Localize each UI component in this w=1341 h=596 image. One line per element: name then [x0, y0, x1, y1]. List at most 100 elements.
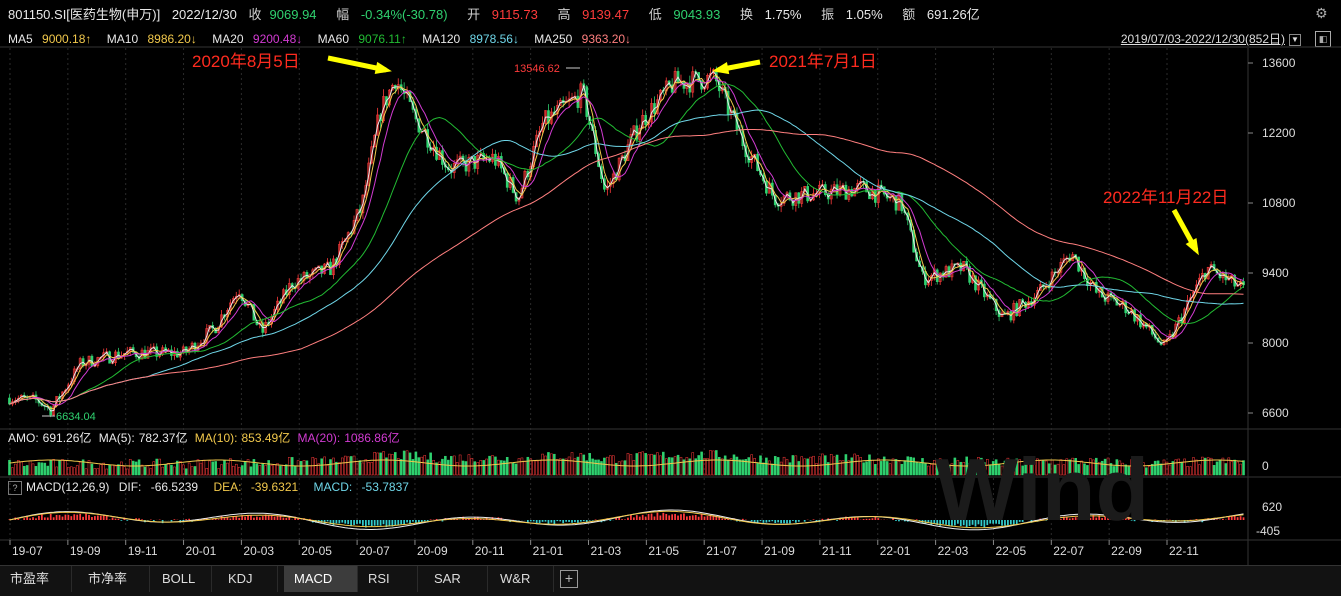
- volume-bar: [25, 465, 29, 476]
- volume-bar: [971, 464, 974, 476]
- volume-bar: [423, 455, 427, 476]
- volume-bar: [461, 460, 465, 476]
- volume-bar: [276, 463, 279, 476]
- volume-bar: [408, 452, 412, 476]
- volume-bar: [803, 458, 806, 476]
- volume-bar: [588, 453, 591, 476]
- tab-sar[interactable]: SAR: [424, 566, 488, 592]
- volume-bar: [685, 457, 689, 476]
- candle: [311, 269, 315, 276]
- volume-bar: [561, 458, 565, 476]
- volume-bar: [1171, 461, 1175, 476]
- volume-bar: [1177, 458, 1181, 476]
- volume-bar: [494, 456, 497, 476]
- volume-bar: [673, 456, 677, 476]
- volume-bar: [1192, 457, 1195, 476]
- volume-bar: [17, 460, 20, 476]
- volume-bar: [912, 457, 915, 476]
- volume-bar: [1142, 462, 1145, 476]
- volume-bar: [974, 461, 977, 476]
- volume-bar: [662, 451, 665, 476]
- tab-boll[interactable]: BOLL: [152, 566, 212, 592]
- volume-bar: [164, 464, 167, 476]
- tab-pe[interactable]: 市盈率: [0, 566, 72, 592]
- volume-bar: [193, 466, 197, 476]
- volume-bar: [544, 455, 547, 476]
- candle: [287, 283, 291, 296]
- ma120-value: 8978.56↓: [469, 32, 519, 46]
- volume-bar: [470, 458, 474, 476]
- volume-bar: [199, 462, 203, 476]
- ma-line-ma60: [9, 83, 1244, 405]
- volume-bar: [932, 460, 936, 476]
- ma120-label: MA120: [422, 32, 461, 46]
- volume-bar: [859, 457, 862, 476]
- volume-bar: [856, 455, 859, 476]
- volume-bar: [296, 460, 300, 476]
- volume-bar: [1089, 458, 1092, 476]
- volume-bar: [606, 456, 609, 476]
- volume-bar: [747, 457, 751, 476]
- volume-bar: [900, 463, 904, 476]
- x-tick-label: 19-09: [70, 544, 101, 558]
- volume-bar: [941, 463, 945, 476]
- volume-bar: [358, 460, 362, 476]
- candle: [282, 289, 285, 304]
- candle: [629, 134, 633, 145]
- volume-bar: [176, 460, 179, 476]
- tab-wr[interactable]: W&R: [490, 566, 554, 592]
- volume-bar: [753, 458, 756, 476]
- volume-bar: [28, 460, 32, 476]
- volume-bar: [738, 459, 742, 476]
- candle: [1097, 288, 1101, 293]
- candle: [338, 244, 341, 265]
- y-tick-label: 9400: [1262, 266, 1289, 280]
- candle: [1209, 264, 1213, 268]
- volume-bar: [617, 461, 621, 476]
- volume-bar: [1071, 457, 1074, 476]
- volume-bar: [1239, 463, 1242, 476]
- add-tab-icon[interactable]: +: [560, 570, 578, 588]
- candle: [149, 347, 153, 351]
- candle: [220, 314, 223, 328]
- amount-label: 额: [902, 7, 916, 22]
- date-range-selector[interactable]: 2019/07/03-2022/12/30(852日) ▼: [1121, 30, 1301, 48]
- volume-bar: [1115, 459, 1119, 476]
- volume-bar: [282, 464, 285, 476]
- volume-bar: [980, 457, 983, 476]
- tab-kdj[interactable]: KDJ: [218, 566, 278, 592]
- volume-bar: [511, 462, 515, 476]
- volume-bar: [226, 462, 229, 476]
- volume-bar: [629, 454, 633, 476]
- tab-pb[interactable]: 市净率: [78, 566, 150, 592]
- volume-bar: [1036, 458, 1039, 476]
- tab-rsi[interactable]: RSI: [358, 566, 418, 592]
- x-tick-label: 21-03: [591, 544, 622, 558]
- candle: [782, 195, 786, 204]
- volume-bar: [915, 462, 918, 476]
- volume-bar: [214, 461, 217, 476]
- tab-macd[interactable]: MACD: [284, 566, 358, 592]
- arrow-2021-07-01-head: [712, 61, 730, 75]
- volume-bar: [405, 450, 409, 476]
- volume-bar: [155, 458, 159, 476]
- volume-bar: [1139, 466, 1142, 476]
- volume-bar: [158, 458, 161, 476]
- volume-bar: [806, 458, 809, 476]
- volume-bar: [1112, 466, 1116, 476]
- chevron-down-icon[interactable]: ▼: [1289, 33, 1301, 46]
- volume-bar: [173, 466, 176, 476]
- volume-bar: [1242, 460, 1245, 476]
- volume-bar: [1097, 461, 1101, 476]
- help-icon[interactable]: ?: [8, 481, 22, 495]
- volume-bar: [19, 461, 23, 476]
- amo-ma10-label: MA(10):: [194, 431, 238, 445]
- volume-bar: [223, 460, 226, 476]
- x-tick-label: 20-03: [243, 544, 274, 558]
- x-tick-label: 22-09: [1111, 544, 1142, 558]
- volume-bar: [467, 454, 471, 476]
- candle: [361, 194, 365, 214]
- volume-bar: [208, 460, 212, 476]
- volume-bar: [676, 454, 680, 476]
- gear-icon[interactable]: ⚙: [1315, 5, 1328, 21]
